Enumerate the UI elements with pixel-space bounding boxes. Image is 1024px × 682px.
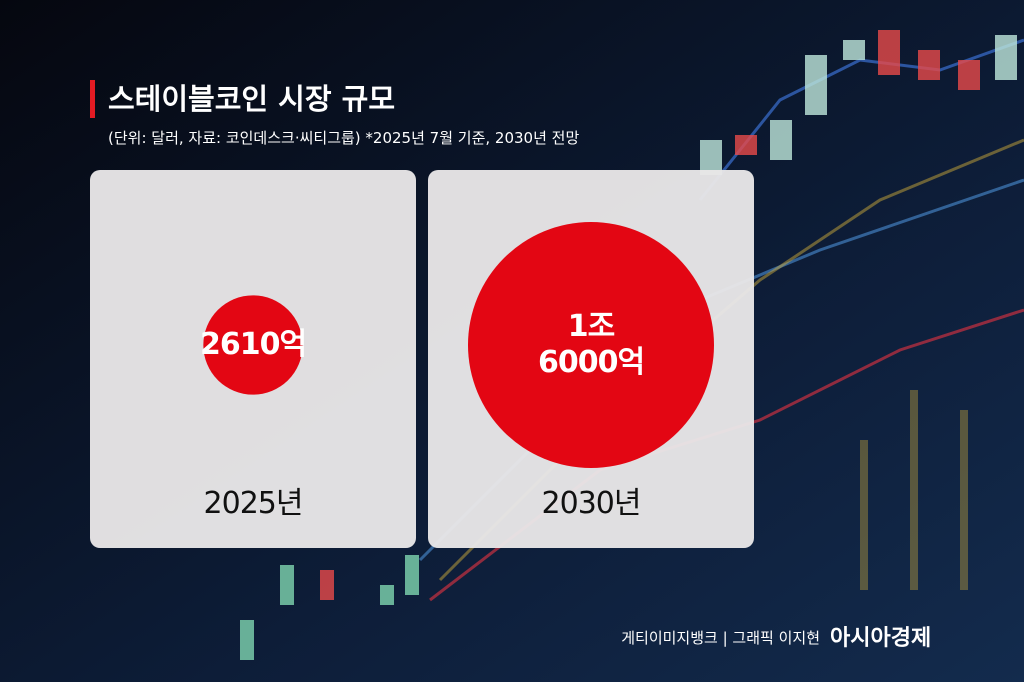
bubble xyxy=(468,222,714,468)
chart-subtitle: (단위: 달러, 자료: 코인데스크·씨티그룹) *2025년 7월 기준, 2… xyxy=(108,129,579,147)
publisher: 아시아경제 xyxy=(830,626,931,651)
category-label: 2030년 xyxy=(542,486,641,521)
value-label: 2610억 xyxy=(199,327,307,362)
chart-title: 스테이블코인 시장 규모 xyxy=(108,82,395,116)
title-accent xyxy=(90,80,95,118)
value-label: 1조 6000억 xyxy=(537,309,645,380)
plot-area: 2025년 2030년 xyxy=(90,170,754,548)
background-candles xyxy=(240,30,1017,660)
credit: 게티이미지뱅크 | 그래픽 이지현 xyxy=(621,629,820,647)
category-label: 2025년 xyxy=(204,486,303,521)
bubble xyxy=(203,295,303,395)
